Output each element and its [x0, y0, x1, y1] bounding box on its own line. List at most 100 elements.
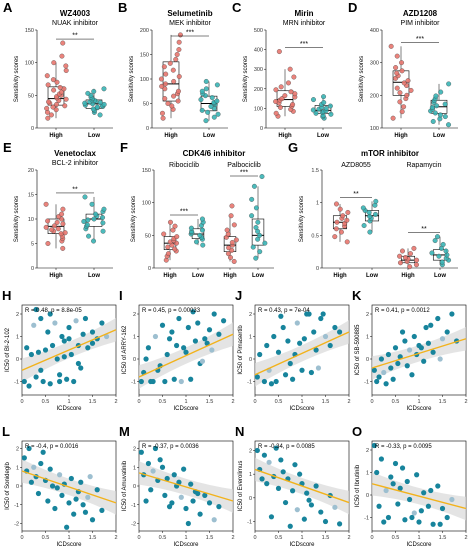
y-tick-label: 2	[249, 312, 252, 318]
data-point-low	[188, 225, 194, 231]
panel-subtitle: MEK inhibitor	[169, 20, 211, 27]
y-tick-label: 2	[133, 447, 136, 453]
data-point	[171, 472, 177, 478]
data-point	[35, 490, 42, 497]
data-point	[138, 378, 144, 385]
data-point	[195, 490, 201, 497]
y-tick-label: 0.5	[311, 233, 319, 239]
data-point	[178, 378, 184, 385]
y-tick-label: 0	[31, 126, 34, 132]
x-category-label: Low	[252, 273, 264, 279]
data-point-high	[46, 99, 52, 105]
data-point-high	[50, 77, 56, 83]
data-point-low	[259, 174, 265, 180]
data-point	[257, 351, 263, 358]
data-point-high	[43, 224, 49, 230]
data-point	[206, 500, 213, 506]
x-tick-label: 2	[114, 535, 117, 541]
data-point-low	[250, 244, 256, 250]
data-point	[171, 376, 177, 382]
data-point-low	[82, 100, 88, 106]
panel-subtitle: BCL-2 inhibitor	[52, 160, 99, 167]
data-point-high	[159, 110, 165, 116]
y-axis-title: IC50 of BI-2-102	[5, 327, 11, 372]
data-point	[209, 347, 215, 353]
data-point-high	[401, 104, 407, 110]
data-point	[66, 324, 72, 331]
data-point	[290, 488, 296, 494]
panel-f: F 0 50 100 150 Sensitivity scores CDK4/6 inhib…	[120, 140, 274, 279]
data-point-low	[85, 217, 91, 223]
data-point-low	[249, 213, 255, 219]
data-point	[423, 324, 429, 331]
data-point-low	[366, 209, 372, 215]
data-point-low	[101, 206, 107, 212]
x-category-label: Low	[434, 273, 446, 279]
data-point	[38, 315, 44, 322]
x-tick-label: 0	[253, 535, 256, 541]
panel-l: L R = -0.4, p = 0.0016 0 0.5 1 1.5 2 -2 -1 0 1 2 ICD…	[2, 424, 118, 547]
data-point-high	[397, 99, 403, 105]
data-point-low	[361, 223, 367, 229]
y-tick-label: 2	[366, 448, 369, 454]
x-tick-label: 0	[20, 535, 23, 541]
data-point	[402, 338, 408, 344]
data-point-high	[398, 260, 403, 266]
data-point	[216, 331, 222, 337]
data-point	[315, 365, 322, 371]
data-point	[157, 457, 163, 463]
y-tick-label: 0	[366, 493, 369, 499]
data-point	[169, 329, 175, 335]
data-point-low	[439, 259, 445, 265]
y-tick-label: 100	[142, 201, 151, 207]
data-point-low	[443, 248, 449, 254]
x-tick-label: 0.5	[392, 399, 400, 405]
data-point	[221, 318, 227, 324]
data-point-high	[332, 234, 338, 240]
data-point	[444, 514, 450, 521]
data-point-high	[291, 74, 297, 80]
data-point-low	[257, 249, 263, 255]
y-tick-label: 100	[140, 77, 149, 83]
data-point-high	[53, 107, 59, 113]
data-point	[304, 490, 310, 496]
regression-line	[138, 333, 234, 378]
panel-title: Venetoclax	[54, 149, 96, 158]
panel-label: L	[2, 424, 10, 439]
data-point	[378, 356, 384, 362]
data-point	[216, 504, 222, 510]
y-tick-label: -1	[364, 380, 369, 386]
data-point-low	[100, 228, 106, 234]
data-point	[268, 381, 275, 387]
data-point-high	[340, 213, 346, 219]
regression-line	[21, 329, 117, 371]
data-point	[66, 336, 72, 342]
data-point-high	[62, 230, 68, 236]
data-point	[21, 455, 27, 461]
data-point	[418, 345, 424, 351]
data-point	[306, 311, 312, 317]
data-point-high	[345, 209, 351, 215]
data-point	[89, 517, 96, 523]
data-point	[399, 329, 406, 335]
data-point	[430, 349, 436, 355]
y-tick-label: 1	[316, 201, 319, 207]
x-axis-title: ICDscore	[289, 406, 315, 412]
panel-c: C 0 100 200 300 400 500 Sensitivity scores Mirin…	[232, 0, 342, 139]
data-point	[66, 500, 72, 506]
panel-label: C	[232, 0, 242, 15]
data-point-high	[290, 102, 296, 107]
data-point-high	[228, 213, 234, 219]
data-point-high	[399, 60, 405, 66]
data-point	[176, 315, 182, 322]
data-point	[87, 474, 93, 480]
data-point-low	[442, 114, 448, 120]
data-point	[64, 524, 70, 530]
y-tick-label: 150	[25, 28, 34, 34]
data-point-low	[328, 111, 334, 117]
data-point-low	[199, 216, 205, 222]
data-point	[407, 347, 413, 353]
data-point	[318, 315, 324, 322]
data-point-low	[310, 107, 316, 113]
data-point-high	[172, 223, 178, 229]
